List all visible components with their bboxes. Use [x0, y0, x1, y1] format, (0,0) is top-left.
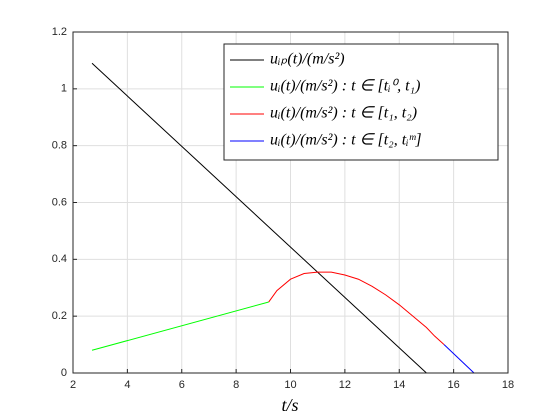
legend-label: uᵢ(t)/(m/s²) : t ∈ [tᵢ⁰, t₁): [270, 78, 420, 95]
x-tick-label: 14: [393, 379, 405, 391]
axes-box: [72, 31, 509, 374]
x-tick-label: 2: [70, 379, 76, 391]
y-tick-label: 0.4: [52, 253, 67, 265]
x-tick-label: 16: [448, 379, 460, 391]
x-axis-label: t/s: [281, 395, 298, 415]
legend-label: uᵢ(t)/(m/s²) : t ∈ [t₂, tᵢᵐ]: [270, 132, 422, 149]
series-line: [268, 271, 445, 345]
legend-label: uᵢₚ(t)/(m/s²): [270, 51, 345, 68]
y-tick-label: 0.8: [52, 140, 67, 152]
y-tick-label: 0: [61, 367, 67, 379]
legend-label: uᵢ(t)/(m/s²) : t ∈ [t₁, t₂): [270, 105, 417, 122]
x-tick-label: 8: [233, 379, 239, 391]
y-tick-label: 1: [61, 83, 67, 95]
x-tick-label: 6: [179, 379, 185, 391]
series-line: [91, 301, 269, 351]
x-tick-label: 10: [284, 379, 296, 391]
y-tick-label: 0.6: [52, 196, 67, 208]
legend-box: [223, 43, 499, 161]
y-tick-label: 0.2: [52, 310, 67, 322]
x-tick-label: 4: [124, 379, 130, 391]
x-tick-label: 18: [502, 379, 514, 391]
x-tick-label: 12: [339, 379, 351, 391]
series-line: [443, 344, 475, 374]
y-tick-label: 1.2: [52, 26, 67, 38]
